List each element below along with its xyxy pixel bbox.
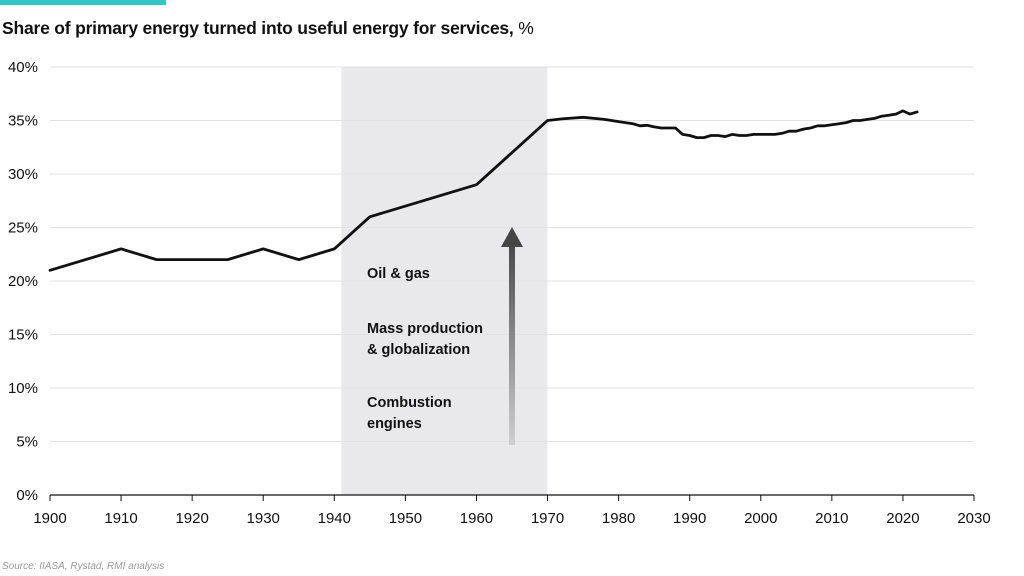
y-tick-label: 20% — [8, 273, 38, 290]
y-tick-label: 5% — [16, 434, 38, 451]
title-unit: % — [518, 18, 534, 38]
chart-title: Share of primary energy turned into usef… — [2, 18, 534, 38]
x-tick-label: 2000 — [744, 510, 777, 527]
y-tick-label: 10% — [8, 380, 38, 397]
x-tick-label: 1940 — [318, 510, 351, 527]
y-tick-label: 35% — [8, 113, 38, 130]
arrow-head-icon — [501, 227, 523, 247]
annotation-label: Mass production & globalization — [367, 321, 483, 358]
x-tick-label: 2010 — [815, 510, 848, 527]
arrow-shaft — [509, 245, 515, 445]
x-tick-label: 1980 — [602, 510, 635, 527]
x-tick-label: 1970 — [531, 510, 564, 527]
y-tick-label: 15% — [8, 327, 38, 344]
series-line — [48, 109, 919, 272]
accent-bar — [0, 0, 166, 5]
x-tick-label: 1960 — [460, 510, 493, 527]
x-tick-label: 1930 — [247, 510, 280, 527]
source-note: Source: IIASA, Rystad, RMI analysis — [2, 561, 165, 572]
x-tick-label: 1900 — [33, 510, 66, 527]
annotation-label: Combustion engines — [367, 395, 452, 432]
y-tick-label: 30% — [8, 166, 38, 183]
x-tick-label: 1920 — [175, 510, 208, 527]
y-tick-label: 0% — [16, 487, 38, 504]
x-tick-label: 2030 — [957, 510, 990, 527]
x-tick-label: 2020 — [886, 510, 919, 527]
annotation-label: Oil & gas — [367, 266, 430, 282]
y-tick-label: 40% — [8, 59, 38, 76]
x-tick-label: 1910 — [104, 510, 137, 527]
x-tick-label: 1950 — [389, 510, 422, 527]
x-tick-label: 1990 — [673, 510, 706, 527]
y-tick-label: 25% — [8, 220, 38, 237]
